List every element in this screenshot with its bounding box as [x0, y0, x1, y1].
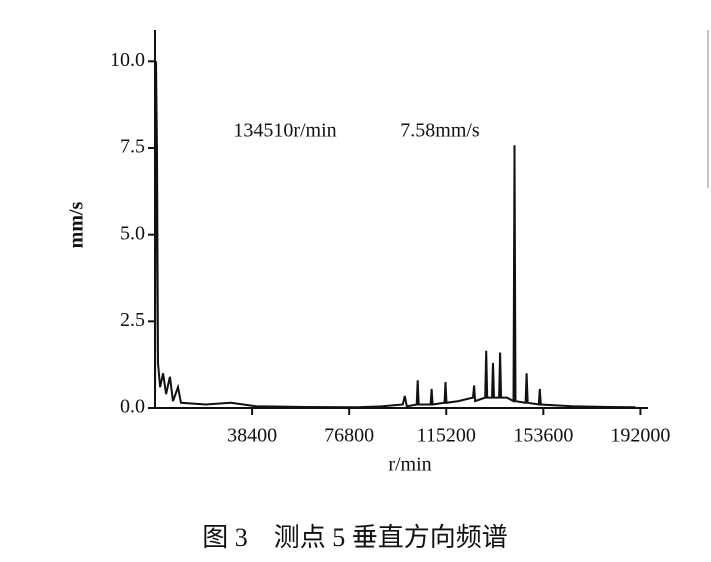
y-tick-label: 10.0 [110, 49, 145, 71]
x-tick-label: 38400 [227, 425, 277, 447]
x-tick-label: 115200 [417, 425, 476, 447]
y-tick-label: 0.0 [120, 396, 145, 418]
y-axis-label: mm/s [66, 201, 88, 248]
annotation: 134510r/min [233, 120, 336, 142]
caption: 图 3 测点 5 垂直方向频谱 [202, 523, 508, 552]
y-tick-label: 7.5 [120, 136, 145, 158]
x-tick-label: 192000 [610, 425, 670, 447]
annotation: 7.58mm/s [400, 120, 480, 142]
y-tick-label: 2.5 [120, 309, 145, 331]
x-tick-label: 76800 [324, 425, 374, 447]
y-tick-label: 5.0 [120, 222, 145, 244]
x-tick-label: 153600 [513, 425, 573, 447]
spectrum-line [154, 61, 636, 409]
x-axis-label: r/min [388, 454, 431, 476]
